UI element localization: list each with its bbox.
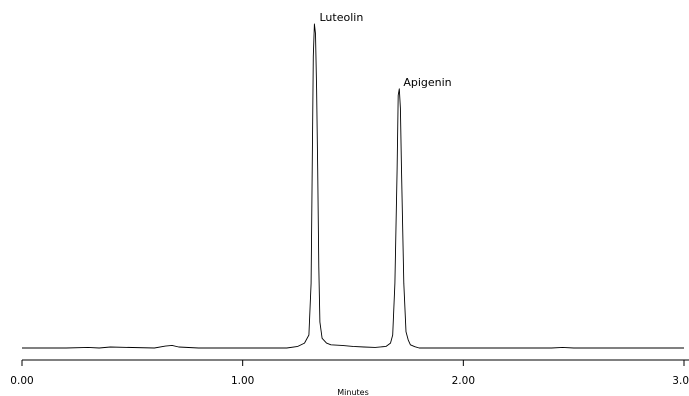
chromatogram-trace — [22, 23, 684, 349]
x-tick-label: 0.00 — [10, 375, 33, 387]
x-tick-label: 3.00 — [672, 375, 689, 387]
x-axis-title: Minutes — [337, 388, 369, 396]
peak-label: Apigenin — [403, 76, 451, 89]
x-axis-ticks — [21, 360, 685, 366]
x-axis-tick-labels: 0.00 1.00 2.00 3.00 — [10, 375, 689, 387]
peak-annotations: Luteolin Apigenin — [319, 11, 451, 89]
x-tick-label: 1.00 — [231, 375, 254, 387]
x-tick-label: 2.00 — [452, 375, 475, 387]
peak-label: Luteolin — [319, 11, 363, 24]
